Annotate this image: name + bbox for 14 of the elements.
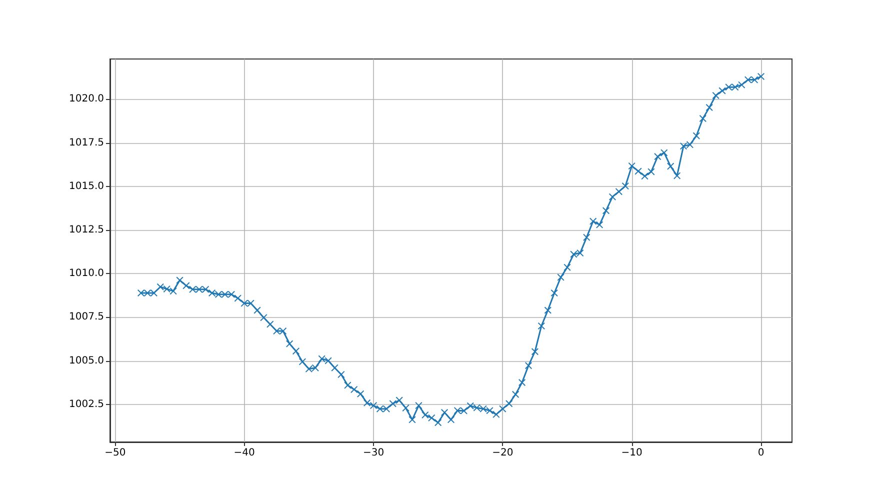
y-tick-label: 1005.0 (69, 355, 104, 366)
x-tick-label: 0 (758, 448, 764, 458)
x-tick-label: −50 (104, 448, 126, 458)
y-tick-label: 1010.0 (69, 268, 104, 280)
y-tick-label: 1015.0 (69, 180, 104, 192)
x-tick-label: −30 (362, 448, 384, 458)
y-tick-label: 1007.5 (69, 312, 104, 323)
y-tick-label: 1020.0 (69, 94, 104, 105)
x-tick-label: −40 (234, 448, 255, 458)
x-tick-label: −20 (492, 448, 514, 458)
y-tick-label: 1002.5 (69, 398, 104, 410)
x-tick-label: −10 (621, 448, 642, 458)
y-tick-label: 1012.5 (69, 224, 104, 236)
y-tick-label: 1017.5 (69, 137, 104, 148)
